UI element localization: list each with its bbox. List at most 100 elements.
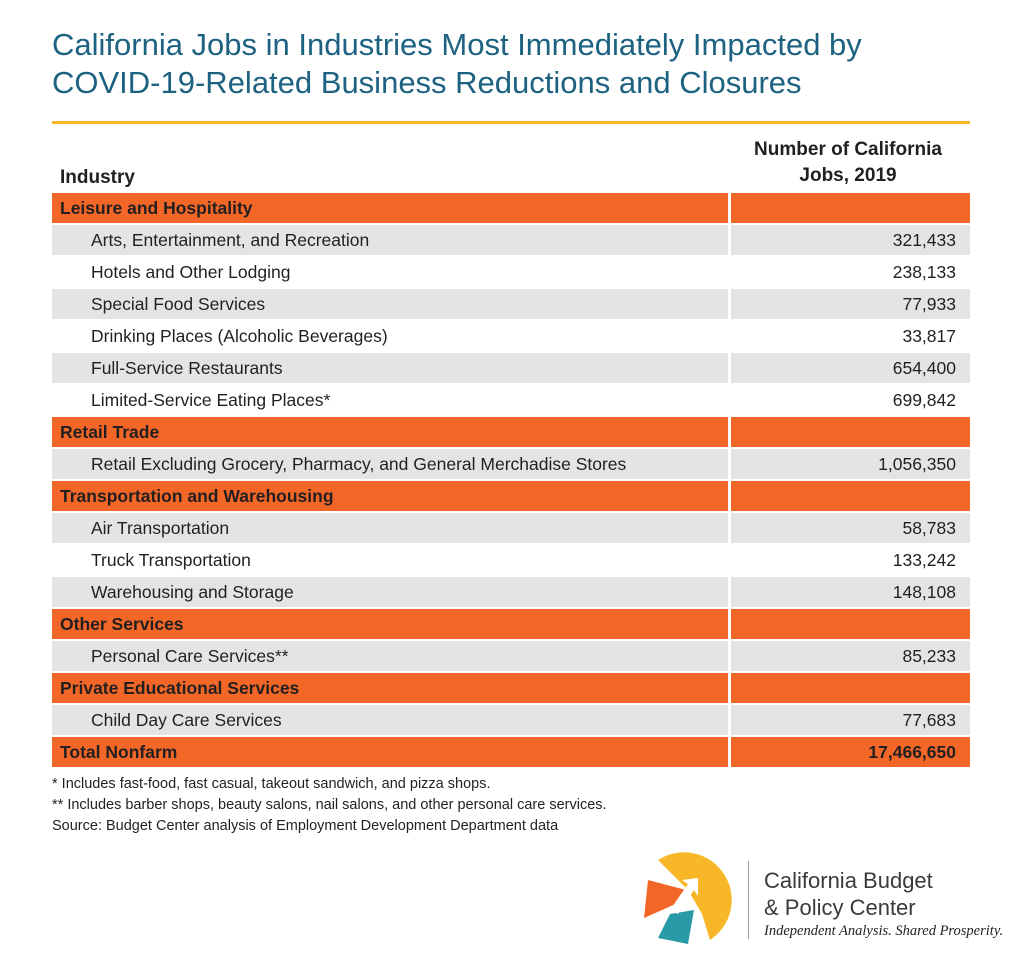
category-label: Retail Trade bbox=[60, 422, 160, 442]
table-row: Child Day Care Services 77,683 bbox=[52, 705, 970, 735]
jobs-cell: 238,133 bbox=[731, 257, 970, 287]
category-row: Retail Trade bbox=[52, 417, 970, 447]
header-jobs-line-2: Jobs, 2019 bbox=[799, 165, 897, 186]
table-body: Leisure and Hospitality Arts, Entertainme… bbox=[52, 193, 970, 767]
jobs-cell bbox=[731, 481, 970, 511]
industry-label: Retail Excluding Grocery, Pharmacy, and … bbox=[91, 454, 627, 474]
jobs-cell bbox=[731, 609, 970, 639]
industry-label: Hotels and Other Lodging bbox=[91, 262, 291, 282]
table-row: Warehousing and Storage 148,108 bbox=[52, 577, 970, 607]
table-header: Industry Number of California Jobs, 2019 bbox=[52, 133, 970, 193]
industry-label: Air Transportation bbox=[91, 518, 230, 538]
org-name-line-1: California Budget bbox=[764, 868, 933, 893]
industry-cell: Total Nonfarm bbox=[52, 737, 728, 767]
industry-label: Full-Service Restaurants bbox=[91, 358, 283, 378]
chart-title-line-1: California Jobs in Industries Most Immed… bbox=[52, 27, 862, 62]
table-row: Truck Transportation 133,242 bbox=[52, 545, 970, 575]
industry-cell: Drinking Places (Alcoholic Beverages) bbox=[52, 321, 728, 351]
jobs-cell: 85,233 bbox=[731, 641, 970, 671]
jobs-value: 133,242 bbox=[892, 550, 956, 570]
jobs-cell bbox=[731, 417, 970, 447]
total-label: Total Nonfarm bbox=[60, 742, 178, 762]
industry-cell: Other Services bbox=[52, 609, 728, 639]
logo-orange-wedge bbox=[644, 880, 686, 918]
industry-cell: Child Day Care Services bbox=[52, 705, 728, 735]
jobs-value: 33,817 bbox=[902, 326, 956, 346]
category-row: Transportation and Warehousing bbox=[52, 481, 970, 511]
industry-cell: Special Food Services bbox=[52, 289, 728, 319]
header-jobs: Number of California Jobs, 2019 bbox=[738, 137, 958, 189]
org-tagline: Independent Analysis. Shared Prosperity. bbox=[764, 923, 1004, 939]
header-jobs-line-1: Number of California bbox=[754, 139, 942, 160]
industry-label: Truck Transportation bbox=[91, 550, 251, 570]
category-row: Private Educational Services bbox=[52, 673, 970, 703]
category-label: Private Educational Services bbox=[60, 678, 300, 698]
table-row: Drinking Places (Alcoholic Beverages) 33,… bbox=[52, 321, 970, 351]
jobs-cell: 77,933 bbox=[731, 289, 970, 319]
jobs-value: 321,433 bbox=[892, 230, 956, 250]
industry-cell: Warehousing and Storage bbox=[52, 577, 728, 607]
logo-divider bbox=[748, 861, 749, 939]
jobs-cell: 699,842 bbox=[731, 385, 970, 415]
table-row: Air Transportation 58,783 bbox=[52, 513, 970, 543]
logo-yellow-arc bbox=[658, 852, 732, 940]
header-industry: Industry bbox=[60, 167, 135, 188]
industry-label: Personal Care Services** bbox=[91, 646, 289, 666]
industry-label: Arts, Entertainment, and Recreation bbox=[91, 230, 370, 250]
industry-cell: Hotels and Other Lodging bbox=[52, 257, 728, 287]
table-row: Arts, Entertainment, and Recreation 321,4… bbox=[52, 225, 970, 255]
cbpc-logo-icon bbox=[644, 852, 732, 944]
logo-white-arrow bbox=[670, 878, 698, 914]
industry-label: Limited-Service Eating Places* bbox=[91, 390, 331, 410]
jobs-value: 238,133 bbox=[892, 262, 956, 282]
total-row: Total Nonfarm 17,466,650 bbox=[52, 737, 970, 767]
industry-cell: Truck Transportation bbox=[52, 545, 728, 575]
industry-cell: Arts, Entertainment, and Recreation bbox=[52, 225, 728, 255]
industry-cell: Private Educational Services bbox=[52, 673, 728, 703]
footnote-1: * Includes fast-food, fast casual, takeo… bbox=[52, 776, 491, 792]
chart-title-line-2: COVID-19-Related Business Reductions and… bbox=[52, 65, 802, 100]
jobs-value: 77,933 bbox=[902, 294, 956, 314]
jobs-value: 148,108 bbox=[892, 582, 956, 602]
category-label: Transportation and Warehousing bbox=[60, 486, 334, 506]
jobs-cell: 1,056,350 bbox=[731, 449, 970, 479]
industry-cell: Leisure and Hospitality bbox=[52, 193, 728, 223]
industry-label: Drinking Places (Alcoholic Beverages) bbox=[91, 326, 388, 346]
jobs-value: 699,842 bbox=[892, 390, 956, 410]
category-label: Other Services bbox=[60, 614, 184, 634]
jobs-value: 77,683 bbox=[902, 710, 956, 730]
footnotes: * Includes fast-food, fast casual, takeo… bbox=[52, 774, 607, 837]
jobs-cell: 33,817 bbox=[731, 321, 970, 351]
jobs-value: 1,056,350 bbox=[878, 454, 956, 474]
category-label: Leisure and Hospitality bbox=[60, 198, 253, 218]
industry-cell: Retail Excluding Grocery, Pharmacy, and … bbox=[52, 449, 728, 479]
source-note: Source: Budget Center analysis of Employ… bbox=[52, 818, 559, 834]
jobs-cell: 58,783 bbox=[731, 513, 970, 543]
title-divider bbox=[52, 121, 970, 124]
jobs-cell: 321,433 bbox=[731, 225, 970, 255]
total-value: 17,466,650 bbox=[868, 742, 956, 762]
industry-cell: Limited-Service Eating Places* bbox=[52, 385, 728, 415]
industry-cell: Transportation and Warehousing bbox=[52, 481, 728, 511]
category-row: Leisure and Hospitality bbox=[52, 193, 970, 223]
jobs-cell: 148,108 bbox=[731, 577, 970, 607]
industry-label: Special Food Services bbox=[91, 294, 266, 314]
jobs-value: 58,783 bbox=[902, 518, 956, 538]
table-row: Hotels and Other Lodging 238,133 bbox=[52, 257, 970, 287]
jobs-value: 85,233 bbox=[902, 646, 956, 666]
industry-cell: Personal Care Services** bbox=[52, 641, 728, 671]
industry-label: Warehousing and Storage bbox=[91, 582, 294, 602]
jobs-cell: 17,466,650 bbox=[731, 737, 970, 767]
table-row: Limited-Service Eating Places* 699,842 bbox=[52, 385, 970, 415]
table-row: Retail Excluding Grocery, Pharmacy, and … bbox=[52, 449, 970, 479]
jobs-cell: 654,400 bbox=[731, 353, 970, 383]
table-row: Personal Care Services** 85,233 bbox=[52, 641, 970, 671]
jobs-cell: 77,683 bbox=[731, 705, 970, 735]
category-row: Other Services bbox=[52, 609, 970, 639]
jobs-cell bbox=[731, 673, 970, 703]
industry-cell: Retail Trade bbox=[52, 417, 728, 447]
industry-cell: Full-Service Restaurants bbox=[52, 353, 728, 383]
jobs-table: Industry Number of California Jobs, 2019… bbox=[52, 133, 970, 769]
jobs-value: 654,400 bbox=[892, 358, 956, 378]
table-row: Full-Service Restaurants 654,400 bbox=[52, 353, 970, 383]
